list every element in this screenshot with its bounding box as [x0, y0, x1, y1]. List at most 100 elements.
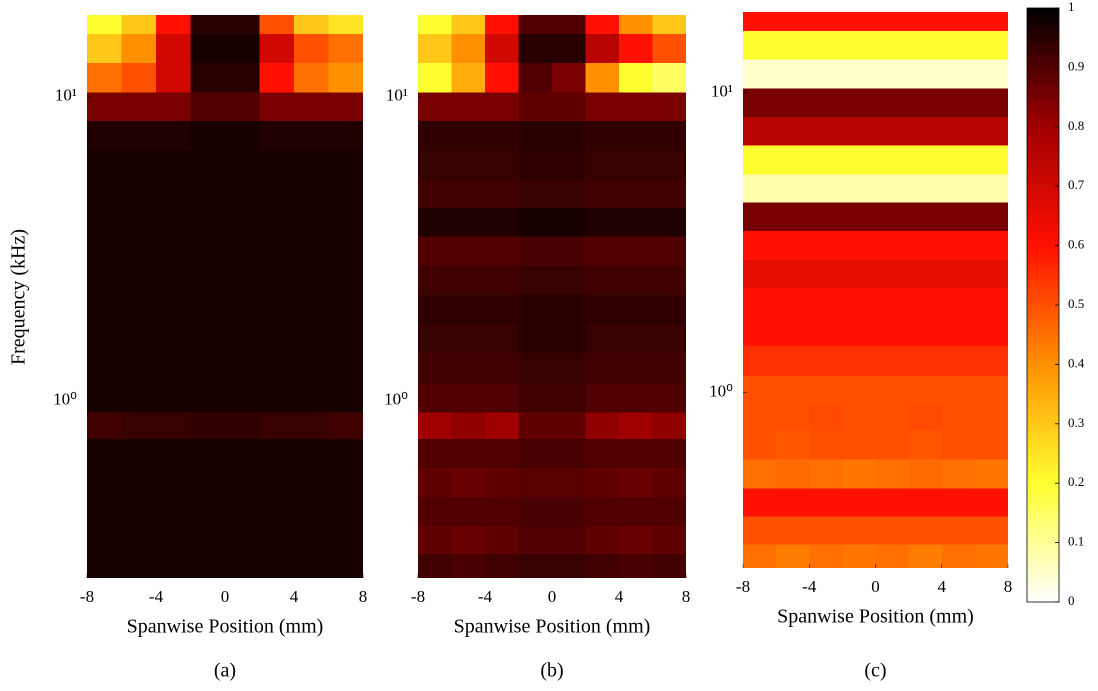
cell	[974, 173, 1008, 203]
cell	[842, 403, 877, 431]
cell	[518, 265, 553, 295]
cell	[485, 149, 520, 180]
cell	[652, 294, 686, 325]
cell	[87, 525, 123, 555]
cell	[941, 201, 976, 231]
cell	[225, 323, 261, 353]
cell	[156, 62, 192, 93]
cell	[908, 30, 943, 60]
cell	[451, 323, 486, 353]
cell	[652, 411, 686, 439]
cell	[156, 383, 192, 413]
cell	[418, 265, 453, 295]
y-tick-label: 10⁰	[53, 389, 77, 408]
cell	[908, 259, 943, 289]
cell	[418, 33, 453, 64]
cell	[485, 120, 520, 151]
cell	[842, 458, 877, 489]
cell	[743, 458, 777, 489]
cell	[743, 316, 777, 346]
cell	[225, 149, 261, 180]
cell	[259, 411, 295, 439]
cell	[328, 352, 363, 384]
cell	[87, 323, 123, 353]
cell	[225, 553, 261, 578]
cell	[418, 178, 453, 208]
cell	[652, 120, 686, 151]
cell	[585, 467, 620, 498]
cell	[941, 487, 976, 517]
cell	[652, 496, 686, 526]
cell	[743, 144, 777, 175]
cell	[121, 525, 157, 555]
cell	[485, 438, 520, 469]
cell	[974, 458, 1008, 489]
cell	[190, 91, 226, 122]
cell	[225, 438, 261, 469]
cell	[87, 438, 123, 469]
cell	[552, 15, 587, 35]
cell	[619, 120, 654, 151]
cell	[776, 259, 810, 289]
colorbar-tick-label: 0.2	[1068, 474, 1084, 489]
cell	[809, 487, 843, 517]
cell	[418, 120, 453, 151]
cell	[585, 438, 620, 469]
colorbar-tick-label: 0.5	[1068, 296, 1084, 311]
cell	[776, 116, 810, 146]
cell	[294, 62, 330, 93]
cell	[809, 344, 843, 377]
cell	[259, 496, 295, 526]
x-tick-label: -4	[478, 587, 493, 606]
heatmap	[743, 12, 1008, 568]
cell	[225, 352, 261, 384]
cell	[776, 375, 810, 405]
cell	[552, 352, 587, 384]
caption: (b)	[540, 660, 563, 682]
cell	[294, 496, 330, 526]
cell	[974, 403, 1008, 431]
cell	[908, 144, 943, 175]
cell	[121, 496, 157, 526]
cell	[225, 178, 261, 208]
cell	[87, 236, 123, 267]
cell	[619, 438, 654, 469]
cell	[418, 411, 453, 439]
cell	[743, 230, 777, 260]
cell	[328, 62, 363, 93]
cell	[652, 236, 686, 267]
cell	[585, 525, 620, 555]
cell	[485, 91, 520, 122]
cell	[842, 375, 877, 405]
cell	[842, 515, 877, 545]
cell	[451, 496, 486, 526]
cell	[225, 15, 261, 35]
cell	[418, 383, 453, 413]
cell	[743, 58, 777, 89]
cell	[485, 496, 520, 526]
cell	[842, 430, 877, 460]
cell	[294, 294, 330, 325]
cell	[875, 430, 910, 460]
cell	[842, 144, 877, 175]
cell	[259, 33, 295, 64]
colorbar-tick-label: 0	[1068, 593, 1075, 608]
cell	[809, 316, 843, 346]
cell	[974, 430, 1008, 460]
cell	[908, 173, 943, 203]
cell	[190, 178, 226, 208]
cell	[328, 496, 363, 526]
cell	[121, 383, 157, 413]
cell	[875, 403, 910, 431]
cell	[328, 525, 363, 555]
cell	[451, 352, 486, 384]
cell	[485, 15, 520, 35]
cell	[121, 323, 157, 353]
cell	[974, 201, 1008, 231]
cell	[842, 58, 877, 89]
cell	[941, 375, 976, 405]
cell	[842, 12, 877, 31]
cell	[908, 344, 943, 377]
cell	[908, 543, 943, 568]
